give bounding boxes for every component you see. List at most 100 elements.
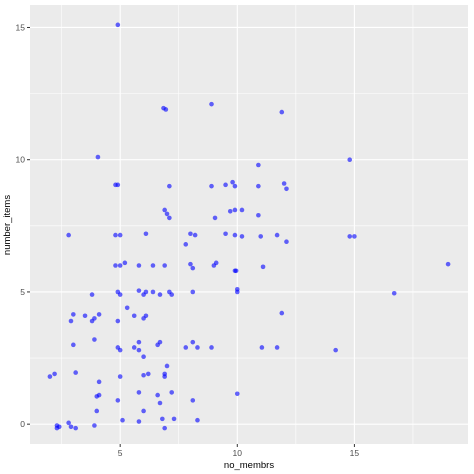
scatter-point xyxy=(143,231,149,237)
scatter-point xyxy=(162,207,167,213)
scatter-point xyxy=(195,345,200,350)
scatter-point xyxy=(143,289,149,295)
scatter-point xyxy=(92,337,97,342)
scatter-point xyxy=(131,313,137,319)
scatter-point xyxy=(192,232,198,238)
scatter-point xyxy=(256,212,261,218)
scatter-point xyxy=(92,423,97,428)
scatter-point xyxy=(160,416,165,422)
scatter-point xyxy=(96,379,102,385)
scatter-point xyxy=(117,292,123,297)
x-axis-title: no_membrs xyxy=(224,460,274,471)
scatter-point xyxy=(136,419,142,424)
x-tick-label: 5 xyxy=(118,448,123,458)
scatter-point xyxy=(352,234,357,239)
scatter-point xyxy=(162,374,167,379)
scatter-point xyxy=(157,292,163,297)
scatter-point xyxy=(141,354,146,360)
y-axis-ticks: 0 5 10 15 xyxy=(16,22,30,429)
x-tick-label: 10 xyxy=(233,448,243,458)
scatter-point xyxy=(52,371,57,377)
scatter-point xyxy=(347,157,353,163)
scatter-point xyxy=(115,398,121,403)
scatter-point xyxy=(256,162,261,168)
scatter-point xyxy=(82,313,88,319)
scatter-point xyxy=(96,312,102,317)
scatter-point xyxy=(115,318,121,324)
scatter-point xyxy=(232,232,238,238)
scatter-point xyxy=(274,232,280,238)
scatter-point xyxy=(96,392,102,398)
scatter-point xyxy=(113,232,118,238)
scatter-point xyxy=(157,400,163,406)
scatter-point xyxy=(66,420,71,426)
y-tick-label: 10 xyxy=(16,155,26,165)
scatter-point xyxy=(141,372,146,378)
scatter-point xyxy=(284,186,289,192)
scatter-point xyxy=(188,231,193,237)
scatter-point xyxy=(113,263,118,268)
scatter-point xyxy=(145,371,151,377)
scatter-point xyxy=(117,263,123,268)
scatter-point xyxy=(281,181,287,186)
scatter-point xyxy=(195,417,200,423)
scatter-point xyxy=(239,207,245,213)
scatter-point xyxy=(234,391,240,397)
scatter-point xyxy=(212,215,218,221)
scatter-point xyxy=(117,347,123,353)
scatter-point xyxy=(183,242,189,247)
scatter-point xyxy=(233,268,239,274)
scatter-point xyxy=(122,260,128,266)
scatter-point xyxy=(391,290,397,296)
scatter-point xyxy=(73,425,78,431)
scatter-point xyxy=(232,207,238,213)
scatter-point xyxy=(162,263,167,268)
scatter-point xyxy=(190,398,196,403)
scatter-point xyxy=(230,179,235,185)
scatter-point xyxy=(260,264,266,270)
scatter-point xyxy=(163,107,169,112)
scatter-point xyxy=(171,416,177,422)
scatter-point xyxy=(136,347,142,353)
scatter-point xyxy=(94,408,100,414)
scatter-point xyxy=(117,374,123,379)
scatter-point xyxy=(167,215,172,221)
scatter-point xyxy=(239,234,245,239)
scatter-point xyxy=(162,425,167,431)
scatter-point xyxy=(190,265,196,271)
scatter-point xyxy=(169,292,175,297)
scatter-point xyxy=(279,310,285,316)
scatter-point xyxy=(190,339,196,345)
scatter-point xyxy=(89,292,95,297)
scatter-point xyxy=(259,345,265,350)
scatter-point xyxy=(136,288,142,293)
data-points xyxy=(47,22,451,431)
y-tick-label: 15 xyxy=(16,22,26,32)
y-tick-label: 0 xyxy=(20,419,25,429)
plot-panel xyxy=(30,5,468,444)
scatter-point xyxy=(92,316,97,321)
scatter-point xyxy=(68,318,74,324)
x-axis-ticks: 5 10 15 xyxy=(118,444,359,458)
scatter-point xyxy=(131,345,137,350)
scatter-point xyxy=(155,392,160,398)
scatter-point xyxy=(347,234,353,239)
scatter-point xyxy=(279,109,285,115)
scatter-point xyxy=(73,370,78,375)
scatter-point xyxy=(157,339,163,345)
scatter-point xyxy=(209,183,214,189)
scatter-point xyxy=(227,208,233,214)
scatter-point xyxy=(211,263,217,268)
scatter-point xyxy=(256,183,261,189)
scatter-point xyxy=(164,363,170,369)
scatter-point xyxy=(209,345,214,350)
scatter-point xyxy=(47,374,53,379)
scatter-point xyxy=(66,232,71,238)
scatter-point xyxy=(188,261,193,267)
y-tick-label: 5 xyxy=(20,287,25,297)
scatter-point xyxy=(68,424,74,430)
scatter-point xyxy=(136,390,142,395)
scatter-point xyxy=(124,305,130,311)
scatter-point xyxy=(150,289,156,295)
